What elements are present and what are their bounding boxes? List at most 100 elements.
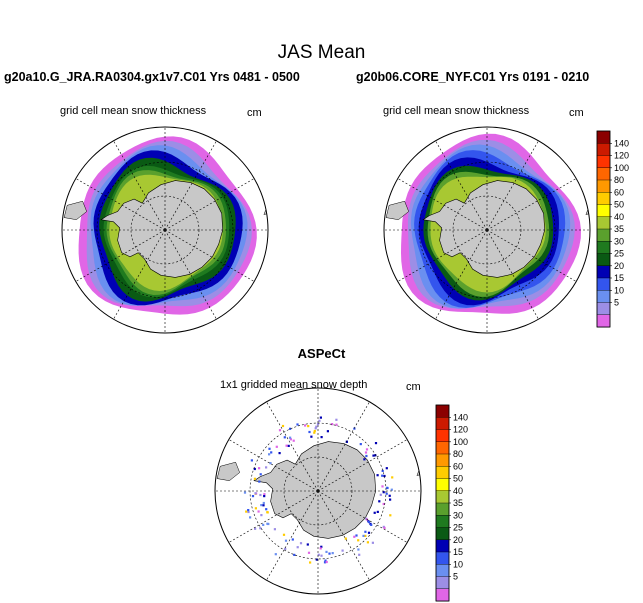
top-colorbar-swatch — [596, 192, 611, 206]
right-meridian — [397, 229, 488, 282]
aspect-polar-map — [214, 387, 422, 595]
aspect-panel-subtitle: 1x1 gridded mean snow depth — [220, 379, 368, 391]
left-meridian — [113, 229, 166, 320]
aspect-obs-point — [319, 547, 322, 550]
aspect-obs-point — [374, 442, 378, 445]
aspect-obs-point — [386, 486, 389, 490]
aspect-meridian — [317, 401, 370, 492]
aspect-obs-point — [296, 546, 299, 549]
aspect-obs-point — [320, 554, 323, 557]
aspect-obs-point — [285, 444, 288, 447]
aspect-obs-point — [379, 493, 382, 496]
top-colorbar-swatch — [596, 216, 611, 230]
top-colorbar-label: 80 — [614, 175, 624, 185]
aspect-obs-point — [388, 494, 391, 497]
right-meridian — [435, 229, 488, 320]
top-colorbar-label: 50 — [614, 200, 624, 210]
aspect-obs-point — [355, 534, 358, 537]
bottom-colorbar-swatch — [435, 539, 450, 553]
left-meridian — [164, 229, 255, 282]
aspect-obs-point — [266, 522, 269, 525]
bottom-colorbar-swatch — [435, 551, 450, 565]
aspect-obs-point — [381, 474, 384, 477]
aspect-meridian — [228, 490, 319, 543]
bottom-colorbar-swatch — [435, 515, 450, 529]
bottom-colorbar-label: 20 — [453, 535, 463, 545]
top-colorbar-swatch — [596, 130, 611, 144]
top-colorbar-label: 15 — [614, 273, 624, 283]
left-meridian — [113, 140, 166, 231]
aspect-obs-point — [315, 425, 318, 428]
top-colorbar-swatch — [596, 204, 611, 218]
aspect-obs-point — [357, 539, 360, 542]
top-colorbar-label: 100 — [614, 163, 629, 173]
aspect-obs-point — [367, 531, 371, 534]
right-antarctica — [422, 180, 546, 278]
aspect-obs-point — [258, 467, 261, 470]
bottom-colorbar-swatch — [435, 527, 450, 541]
aspect-obs-point — [315, 558, 318, 561]
top-colorbar-swatch — [596, 179, 611, 193]
bottom-colorbar-label: 35 — [453, 498, 463, 508]
aspect-obs-point — [289, 436, 292, 439]
aspect-obs-point — [249, 516, 252, 519]
aspect-obs-point — [292, 439, 295, 442]
aspect-obs-point — [253, 467, 256, 471]
top-colorbar-swatch — [596, 314, 611, 328]
bottom-colorbar-label: 30 — [453, 510, 463, 520]
aspect-obs-point — [299, 542, 303, 545]
aspect-meridian — [266, 401, 319, 492]
right-panel-title: g20b06.CORE_NYF.C01 Yrs 0191 - 0210 — [356, 70, 590, 84]
aspect-obs-point — [335, 423, 338, 426]
aspect-obs-point — [382, 491, 385, 494]
bottom-colorbar-swatch — [435, 502, 450, 516]
top-colorbar-swatch — [596, 265, 611, 279]
aspect-obs-point — [383, 474, 386, 478]
bottom-colorbar: 140 120 100 80 60 50 40 35 30 25 20 15 10 5 — [435, 404, 468, 602]
left-map-border — [61, 126, 269, 334]
right-panel-unit: cm — [569, 107, 584, 119]
aspect-obs-point — [259, 527, 262, 530]
bottom-colorbar-label: 120 — [453, 425, 468, 435]
aspect-obs-point — [372, 454, 375, 457]
aspect-obs-point — [331, 423, 334, 426]
aspect-meridian — [317, 439, 408, 492]
aspect-obs-point — [389, 514, 392, 517]
top-colorbar: 140 120 100 80 60 50 40 35 30 25 20 15 10 5 — [596, 130, 629, 328]
bottom-colorbar-label: 80 — [453, 449, 463, 459]
aspect-obs-point — [318, 419, 321, 422]
bottom-colorbar-swatch — [435, 453, 450, 467]
aspect-obs-point — [365, 448, 369, 451]
aspect-obs-point — [262, 504, 265, 507]
aspect-obs-point — [289, 427, 292, 430]
aspect-obs-point — [359, 443, 362, 446]
aspect-obs-point — [314, 427, 317, 430]
aspect-obs-point — [364, 451, 368, 454]
aspect-obs-point — [306, 543, 309, 546]
top-colorbar-swatch — [596, 228, 611, 242]
aspect-obs-point — [263, 495, 266, 498]
aspect-obs-point — [278, 452, 281, 455]
aspect-obs-point — [270, 451, 273, 454]
aspect-obs-point — [389, 498, 392, 501]
aspect-obs-point — [344, 537, 347, 540]
bottom-colorbar-label: 50 — [453, 474, 463, 484]
right-south-america — [385, 200, 410, 220]
aspect-obs-point — [373, 511, 376, 514]
aspect-obs-point — [325, 550, 328, 553]
right-map-border — [383, 126, 591, 334]
left-meridian — [164, 178, 255, 231]
aspect-obs-point — [262, 523, 265, 526]
right-meridian — [435, 140, 488, 231]
aspect-obs-point — [320, 436, 323, 439]
aspect-obs-point — [363, 458, 366, 461]
bottom-colorbar-label: 25 — [453, 523, 463, 533]
aspect-antarctica — [253, 441, 377, 539]
aspect-south-america — [216, 461, 241, 481]
bottom-colorbar-swatch — [435, 490, 450, 504]
top-colorbar-label: 30 — [614, 236, 624, 246]
top-colorbar-swatch — [596, 277, 611, 291]
aspect-obs-point — [247, 509, 250, 512]
bottom-colorbar-label: 100 — [453, 437, 468, 447]
left-panel-subtitle: grid cell mean snow thickness — [60, 105, 207, 117]
